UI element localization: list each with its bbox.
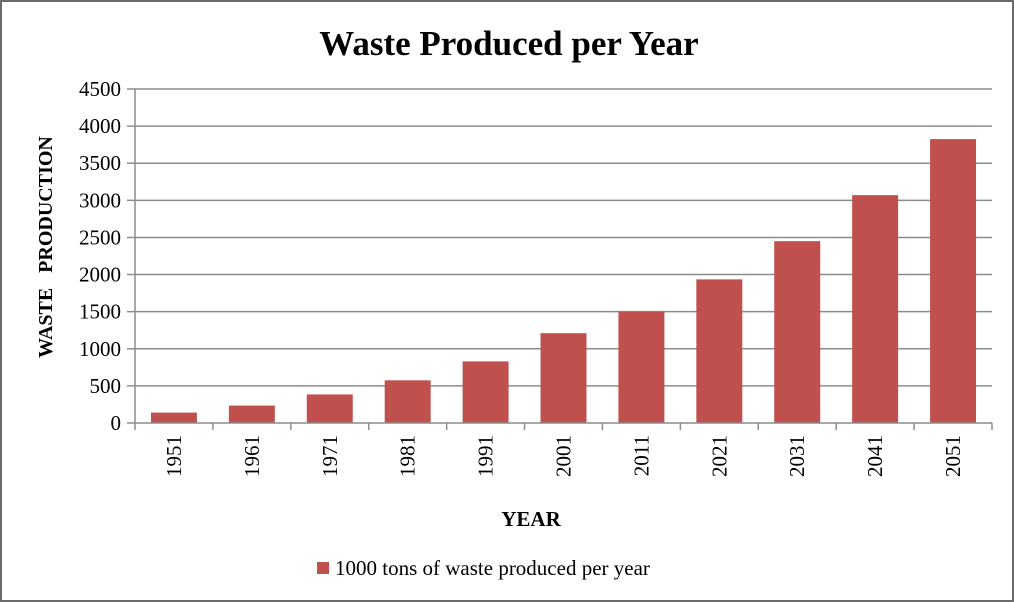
bar-2011 bbox=[618, 311, 665, 423]
bar-2001 bbox=[540, 333, 587, 423]
legend-swatch bbox=[317, 562, 329, 574]
x-tick-label: 1971 bbox=[318, 435, 342, 477]
bar-1971 bbox=[306, 394, 353, 423]
bar-2031 bbox=[774, 241, 821, 423]
x-tick-label: 1981 bbox=[396, 435, 420, 477]
bars bbox=[150, 139, 977, 423]
y-tick-label: 1000 bbox=[79, 337, 121, 361]
axes: 0 500 1000 1500 2000 2500 3000 3500 4000 4500 1951… bbox=[79, 77, 993, 477]
x-tick-label: 1991 bbox=[474, 435, 498, 477]
y-tick-label: 2500 bbox=[79, 225, 121, 249]
y-tick-label: 1500 bbox=[79, 300, 121, 324]
x-tick-label: 2041 bbox=[863, 435, 887, 477]
x-tick-label: 1951 bbox=[162, 435, 186, 477]
y-tick-label: 0 bbox=[111, 411, 122, 435]
x-tick-label: 2001 bbox=[552, 435, 576, 477]
x-tick-label: 2011 bbox=[629, 435, 653, 476]
x-axis-label: YEAR bbox=[501, 507, 561, 531]
y-tick-label: 4500 bbox=[79, 77, 121, 101]
x-tick-label: 2051 bbox=[941, 435, 965, 477]
bar-1981 bbox=[384, 380, 431, 423]
y-axis-label: WASTE PRODUCTION bbox=[35, 136, 57, 358]
bar-1991 bbox=[462, 361, 509, 423]
bar-2041 bbox=[852, 195, 899, 423]
x-tick-label: 2021 bbox=[707, 435, 731, 477]
bar-2051 bbox=[930, 139, 977, 423]
y-tick-label: 3000 bbox=[79, 188, 121, 212]
y-tick-label: 4000 bbox=[79, 114, 121, 138]
legend-label: 1000 tons of waste produced per year bbox=[335, 556, 650, 580]
y-tick-label: 2000 bbox=[79, 263, 121, 287]
bar-1961 bbox=[228, 405, 275, 423]
bar-1951 bbox=[150, 412, 197, 423]
gridlines bbox=[135, 88, 992, 387]
chart-title: Waste Produced per Year bbox=[319, 24, 698, 63]
legend: 1000 tons of waste produced per year bbox=[317, 556, 650, 580]
y-tick-label: 500 bbox=[90, 374, 122, 398]
x-tick-label: 2031 bbox=[785, 435, 809, 477]
y-tick-label: 3500 bbox=[79, 151, 121, 175]
x-tick-label: 1961 bbox=[240, 435, 264, 477]
bar-2021 bbox=[696, 279, 743, 423]
